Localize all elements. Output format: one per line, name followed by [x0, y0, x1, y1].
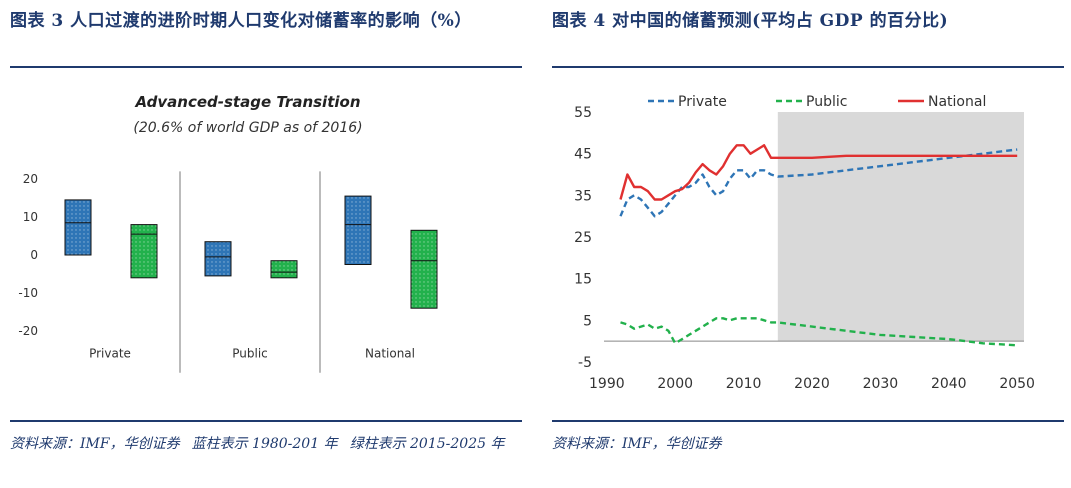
- x-tick-label: 1990: [589, 376, 625, 392]
- data-boxes: [64, 195, 438, 309]
- y-tick-label: 25: [574, 230, 592, 246]
- y-tick-label: -10: [18, 286, 38, 300]
- right-figure-title: 图表 4 对中国的储蓄预测(平均占 GDP 的百分比): [552, 11, 949, 31]
- axes: 55 45 35 25 15 5 -5 1990 2000 2010 2020 2030 2040 205…: [574, 105, 1035, 392]
- y-tick-label: -20: [18, 324, 38, 338]
- source-label: 资料来源：IMF，华创证券: [552, 436, 722, 452]
- right-title-rule: [552, 66, 1064, 68]
- x-tick-label: 2010: [726, 376, 762, 392]
- box-bar: [270, 260, 298, 279]
- source-label: 资料来源：IMF，华创证券: [10, 436, 180, 452]
- left-source-rule: [10, 420, 522, 422]
- legend-label: Public: [806, 94, 847, 110]
- y-tick-label: 15: [574, 272, 592, 288]
- green-legend-note: 绿柱表示 2015-2025 年: [349, 436, 505, 452]
- x-tick-label: 2040: [931, 376, 967, 392]
- legend-label: Private: [678, 94, 727, 110]
- category-label: Private: [89, 347, 131, 361]
- y-tick-label: -5: [578, 355, 592, 371]
- right-source-note: 资料来源：IMF，华创证券: [552, 430, 1064, 458]
- series-line-private: [619, 148, 1018, 218]
- right-figure-panel: 图表 4 对中国的储蓄预测(平均占 GDP 的百分比) 55 45 35 25 15 5 -…: [552, 0, 1064, 488]
- box-chart: Advanced-stage Transition (20.6% of worl…: [18, 93, 438, 373]
- projection-shade: [777, 112, 1024, 342]
- y-tick-label: 45: [574, 147, 592, 163]
- box-bar: [204, 241, 232, 277]
- x-tick-label: 2000: [657, 376, 693, 392]
- y-tick-label: 10: [23, 210, 38, 224]
- x-tick-label: 2050: [999, 376, 1035, 392]
- series-line-national: [619, 144, 1018, 201]
- y-tick-label: 5: [583, 313, 592, 329]
- chart-title: Advanced-stage Transition: [135, 93, 361, 111]
- y-tick-label: 55: [574, 105, 592, 121]
- y-tick-label: 35: [574, 188, 592, 204]
- box-bar: [344, 195, 372, 265]
- legend: Private Public National: [648, 94, 986, 110]
- left-title-rule: [10, 66, 522, 68]
- x-tick-label: 2020: [794, 376, 830, 392]
- y-tick-label: 20: [23, 172, 38, 186]
- category-dividers: [179, 171, 321, 373]
- left-figure-panel: 图表 3 人口过渡的进阶时期人口变化对储蓄率的影响（%） Advanced-st…: [10, 0, 522, 488]
- right-source-rule: [552, 420, 1064, 422]
- category-labels: Private Public National: [89, 347, 415, 361]
- left-figure-title: 图表 3 人口过渡的进阶时期人口变化对储蓄率的影响（%）: [10, 11, 472, 31]
- y-tick-label: 0: [30, 248, 38, 262]
- box-bar: [410, 229, 438, 309]
- series-line-public: [620, 317, 1018, 347]
- projection-area: [777, 112, 1024, 342]
- category-label: National: [365, 347, 415, 361]
- category-label: Public: [232, 347, 268, 361]
- left-source-note: 资料来源：IMF，华创证券 蓝柱表示 1980-201 年绿柱表示 2015-20…: [10, 430, 522, 458]
- legend-label: National: [928, 94, 986, 110]
- chart-subtitle: (20.6% of world GDP as of 2016): [133, 120, 362, 136]
- x-tick-label: 2030: [863, 376, 899, 392]
- series-lines: [619, 144, 1018, 347]
- line-chart: 55 45 35 25 15 5 -5 1990 2000 2010 2020 2030 2040 205…: [574, 94, 1035, 392]
- blue-legend-note: 蓝柱表示 1980-201 年: [191, 436, 338, 452]
- box-bar: [130, 224, 158, 279]
- box-bar: [64, 199, 92, 256]
- y-axis: 20 10 0 -10 -20: [18, 172, 38, 338]
